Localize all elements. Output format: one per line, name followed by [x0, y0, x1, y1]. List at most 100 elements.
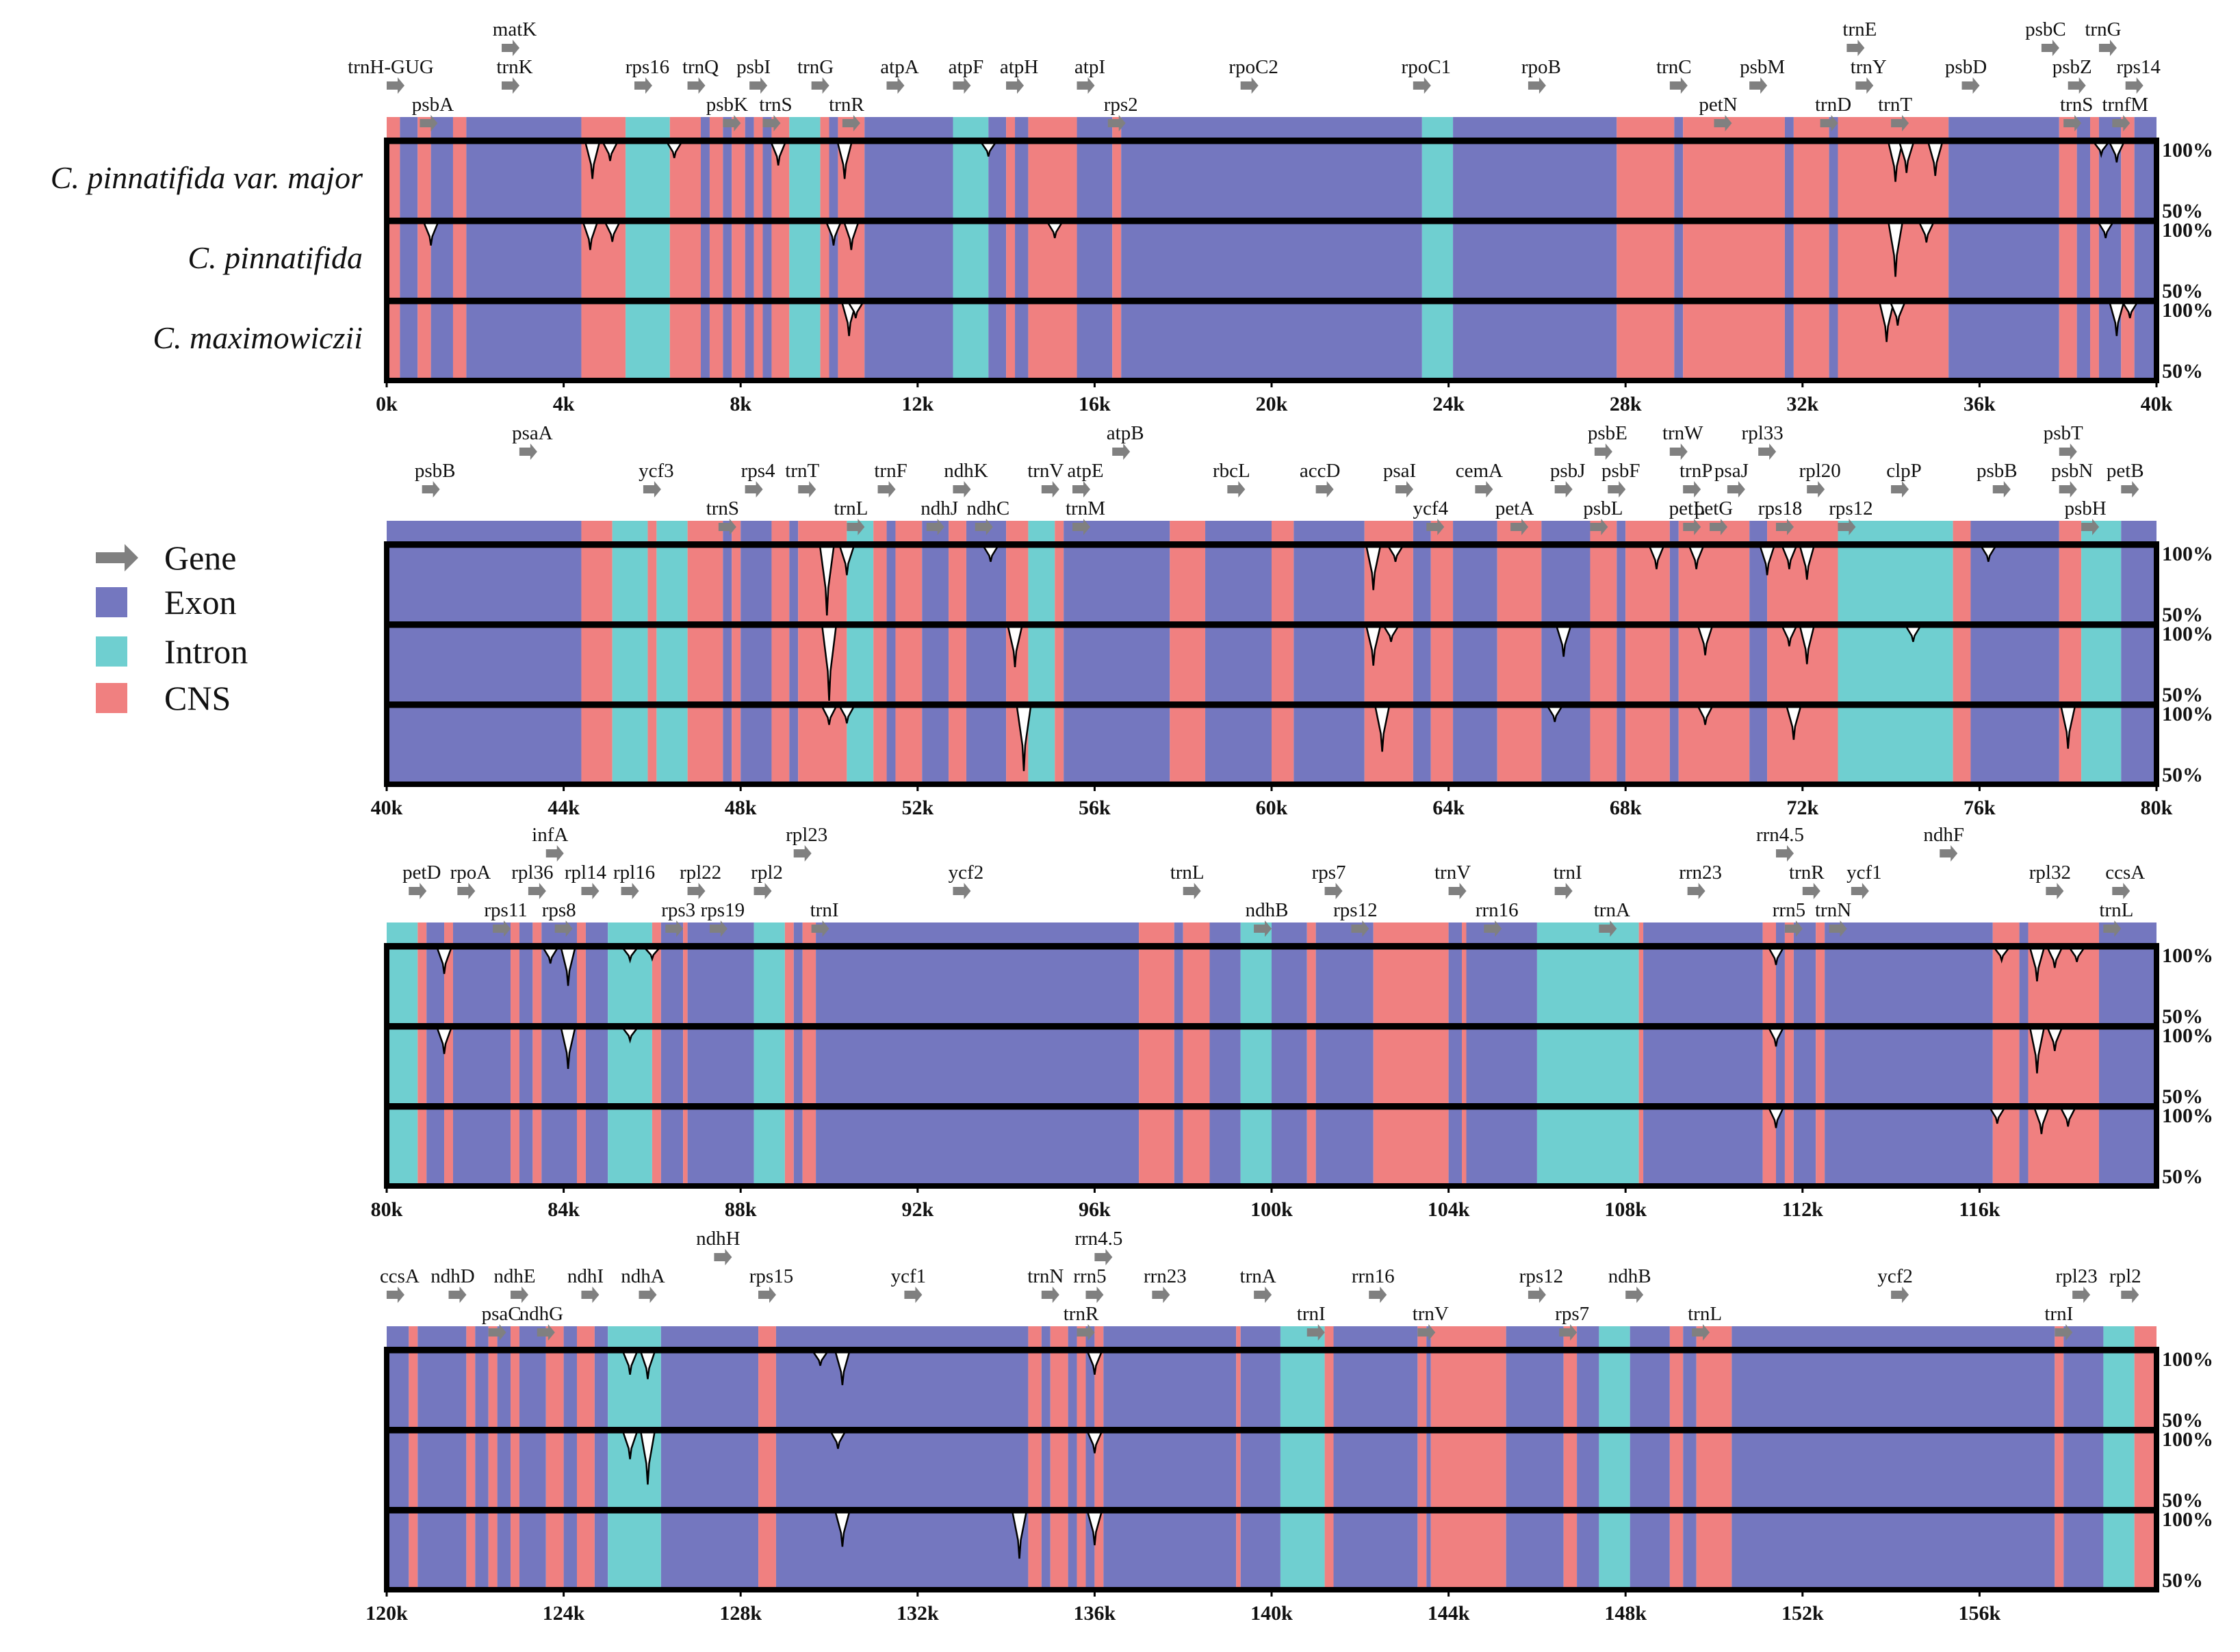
gene-marker: rps3	[661, 899, 695, 937]
region-1-0-12	[847, 544, 874, 624]
region-2-1-25	[1240, 1026, 1272, 1106]
annotation-bar-3-0	[387, 1326, 409, 1347]
track-2	[387, 1023, 2157, 1106]
region-0-1-23	[988, 220, 1007, 300]
region-2-1-28	[1315, 1026, 1374, 1106]
region-3-1-26	[1240, 1430, 1280, 1510]
gene-marker: rps7	[1555, 1303, 1589, 1341]
annotation-bar-2-1	[417, 922, 427, 943]
region-3-0-11	[576, 1350, 595, 1430]
gene-label: rps12	[1829, 498, 1872, 519]
region-1-1-30	[1453, 624, 1497, 704]
gene-label: rps11	[484, 899, 527, 921]
region-1-2-10	[789, 704, 799, 784]
gene-marker: rrn5	[1773, 899, 1805, 937]
region-0-2-24	[1006, 300, 1016, 380]
gene-arrow-0-19	[1669, 77, 1688, 94]
gene-label: ndhB	[1608, 1265, 1651, 1287]
region-1-0-45	[2121, 544, 2157, 624]
gene-marker: trnQ	[682, 56, 719, 94]
track-1	[387, 1347, 2157, 1430]
gene-label: psbF	[1601, 460, 1640, 482]
annotation-bar-0-34	[1683, 117, 1785, 138]
gene-arrow-1-39	[2121, 481, 2139, 498]
gene-arrow-2-25	[1784, 920, 1803, 937]
region-0-0-15	[762, 140, 772, 220]
annotation-bar-2-7	[532, 922, 542, 943]
annotation-bar-0-17	[789, 117, 821, 138]
region-2-2-27	[1306, 1106, 1316, 1186]
region-2-2-17	[784, 1106, 794, 1186]
region-3-1-5	[488, 1430, 498, 1510]
region-2-2-3	[444, 1106, 453, 1186]
pct-label-100: 100%	[2162, 703, 2213, 725]
region-3-2-17	[1028, 1510, 1042, 1590]
gene-arrow-0-7	[749, 77, 768, 94]
region-1-2-30	[1453, 704, 1497, 784]
region-1-1-23	[1170, 624, 1206, 704]
region-0-1-34	[1683, 220, 1785, 300]
region-0-0-10	[709, 140, 723, 220]
pct-label-50: 50%	[2162, 1569, 2203, 1592]
gene-marker: trnG	[2085, 18, 2122, 56]
gene-marker: trnF	[874, 460, 907, 498]
gene-marker: rrn16	[1352, 1265, 1395, 1303]
region-2-1-29	[1373, 1026, 1449, 1106]
gene-label: rrn5	[1773, 899, 1805, 921]
gene-marker: trnV	[1434, 862, 1471, 899]
region-1-1-29	[1430, 624, 1454, 704]
region-1-0-40	[1838, 544, 1953, 624]
annotation-bar-2-2	[426, 922, 445, 943]
gene-label: rps12	[1519, 1265, 1563, 1287]
annotation-bar-1-24	[1205, 521, 1272, 541]
region-2-1-26	[1272, 1026, 1307, 1106]
annotation-bar-1-5	[687, 521, 723, 541]
region-3-2-35	[1577, 1510, 1599, 1590]
region-3-0-3	[466, 1350, 476, 1430]
gene-label: rrn4.5	[1756, 824, 1804, 846]
gene-label: clpP	[1886, 460, 1922, 482]
region-3-1-6	[497, 1430, 511, 1510]
region-2-2-7	[532, 1106, 542, 1186]
region-2-1-31	[1461, 1026, 1467, 1106]
gene-marker: rps4	[741, 460, 775, 498]
gene-label: ndhD	[430, 1265, 474, 1287]
region-2-1-41	[1825, 1026, 1993, 1106]
gene-arrow-1-13	[1072, 481, 1091, 498]
region-2-1-5	[511, 1026, 519, 1106]
region-3-0-15	[758, 1350, 776, 1430]
region-0-2-30	[1421, 300, 1454, 380]
gene-marker: rps18	[1758, 498, 1802, 535]
region-0-1-7	[626, 220, 670, 300]
region-0-2-42	[2090, 300, 2099, 380]
gene-arrow-0-31	[2125, 77, 2144, 94]
region-3-0-24	[1103, 1350, 1237, 1430]
region-3-2-16	[775, 1510, 1029, 1590]
gene-marker: ndhG	[519, 1303, 563, 1341]
region-0-0-27	[1077, 140, 1113, 220]
gene-label: trnN	[1815, 899, 1851, 921]
gene-label: atpI	[1074, 56, 1105, 78]
gene-arrow-1-9	[953, 481, 971, 498]
x-tick-label: 132k	[897, 1602, 939, 1625]
region-1-0-26	[1293, 544, 1365, 624]
gene-marker: rpoC2	[1228, 56, 1278, 94]
region-1-1-26	[1293, 624, 1365, 704]
gene-marker: rpl32	[2029, 862, 2071, 899]
gene-marker: psaJ	[1714, 460, 1749, 498]
annotation-bar-2-17	[784, 922, 794, 943]
gene-arrow-2-9	[687, 883, 706, 899]
region-2-2-34	[1638, 1106, 1644, 1186]
gene-marker: trnV	[1027, 460, 1064, 498]
region-1-2-14	[886, 704, 896, 784]
pct-label-50: 50%	[2162, 1165, 2203, 1188]
region-1-2-1	[581, 704, 613, 784]
region-2-0-25	[1240, 946, 1272, 1026]
gene-label: trnR	[829, 94, 864, 116]
species-label-2: C. pinnatifida	[188, 240, 363, 275]
region-1-2-8	[741, 704, 772, 784]
annotation-bar-2-16	[754, 922, 785, 943]
region-2-1-43	[2019, 1026, 2029, 1106]
gene-marker: rps16	[626, 56, 669, 94]
region-1-2-6	[723, 704, 732, 784]
